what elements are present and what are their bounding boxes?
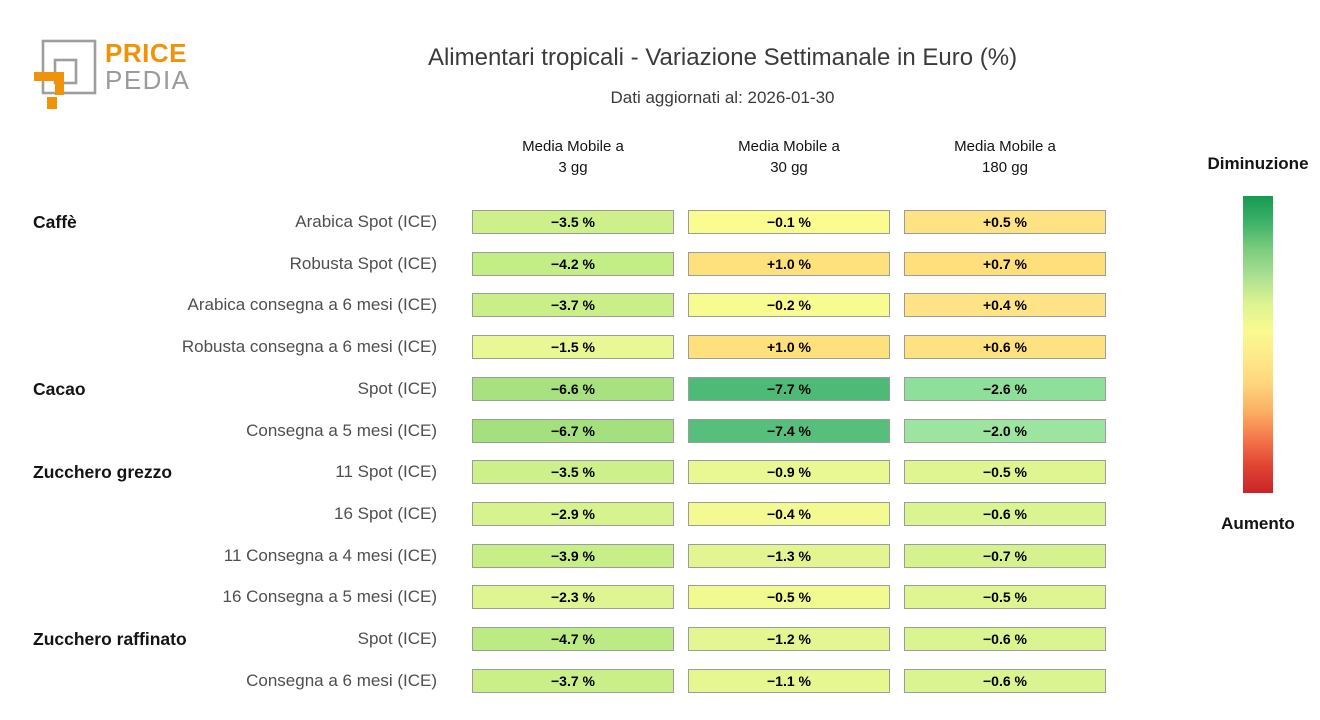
heatmap-cell: +0.5 % xyxy=(904,210,1106,234)
heatmap-cell: −7.7 % xyxy=(688,377,890,401)
table-row: Zucchero grezzo 11 Spot (ICE) −3.5 % −0.9 %… xyxy=(0,460,1320,484)
row-label: Arabica Spot (ICE) xyxy=(295,212,437,231)
row-label: Robusta consegna a 6 mesi (ICE) xyxy=(181,337,437,356)
table-row: Robusta consegna a 6 mesi (ICE) −1.5 % +1.… xyxy=(0,335,1320,359)
row-label: Consegna a 5 mesi (ICE) xyxy=(246,421,437,440)
heatmap-cell: −0.5 % xyxy=(904,460,1106,484)
heatmap-cell: −1.2 % xyxy=(688,627,890,651)
page-subtitle: Dati aggiornati al: 2026-01-30 xyxy=(610,88,835,107)
logo-price-label: PRICE xyxy=(105,38,187,68)
heatmap-cell: −1.1 % xyxy=(688,669,890,693)
heatmap-cell: −0.1 % xyxy=(688,210,890,234)
heatmap-cell: +0.4 % xyxy=(904,293,1106,317)
column-header-line1: Media Mobile a xyxy=(738,138,840,155)
table-row: 11 Consegna a 4 mesi (ICE) −3.9 % −1.3 % −0… xyxy=(0,544,1320,568)
column-header-line1: Media Mobile a xyxy=(954,138,1056,155)
heatmap-cell: −4.7 % xyxy=(472,627,674,651)
heatmap-cell: −7.4 % xyxy=(688,419,890,443)
row-group-label: Zucchero grezzo xyxy=(33,462,173,482)
row-group-label: Caffè xyxy=(33,212,77,232)
heatmap-cell: −1.3 % xyxy=(688,544,890,568)
heatmap-cell: −6.6 % xyxy=(472,377,674,401)
table-row: Zucchero raffinato Spot (ICE) −4.7 % −1.2 %… xyxy=(0,627,1320,651)
table-row: Robusta Spot (ICE) −4.2 % +1.0 % +0.7 % xyxy=(0,252,1320,276)
heatmap-cell: −0.6 % xyxy=(904,502,1106,526)
row-label: Consegna a 6 mesi (ICE) xyxy=(246,671,437,690)
row-group-label: Zucchero raffinato xyxy=(33,629,187,649)
heatmap-cell: +1.0 % xyxy=(688,335,890,359)
heatmap-cell: −0.4 % xyxy=(688,502,890,526)
heatmap-cell: −0.5 % xyxy=(688,585,890,609)
logo-pedia-label: PEDIA xyxy=(105,65,191,95)
row-label: 16 Consegna a 5 mesi (ICE) xyxy=(222,587,438,606)
column-header-line1: Media Mobile a xyxy=(522,138,624,155)
heatmap-cell: −6.7 % xyxy=(472,419,674,443)
heatmap-cell: −3.5 % xyxy=(472,210,674,234)
heatmap-cell: −4.2 % xyxy=(472,252,674,276)
heatmap-cell: −3.7 % xyxy=(472,293,674,317)
heatmap-cell: −2.0 % xyxy=(904,419,1106,443)
heatmap-cell: −2.9 % xyxy=(472,502,674,526)
table-row: 16 Spot (ICE) −2.9 % −0.4 % −0.6 % xyxy=(0,502,1320,526)
row-label: 16 Spot (ICE) xyxy=(334,504,437,523)
column-header-line2: 30 gg xyxy=(770,159,808,176)
heatmap-cell: −0.2 % xyxy=(688,293,890,317)
pricepedia-logo-text: PRICE PEDIA xyxy=(105,40,191,94)
table-row: Consegna a 5 mesi (ICE) −6.7 % −7.4 % −2.0 … xyxy=(0,419,1320,443)
legend-decrease-label: Diminuzione xyxy=(1207,154,1309,173)
heatmap-cell: −0.7 % xyxy=(904,544,1106,568)
table-row: Consegna a 6 mesi (ICE) −3.7 % −1.1 % −0.6 … xyxy=(0,669,1320,693)
heatmap-cell: −0.9 % xyxy=(688,460,890,484)
heatmap-cell: −2.3 % xyxy=(472,585,674,609)
pricepedia-logo: PRICE PEDIA xyxy=(33,30,191,110)
row-label: Spot (ICE) xyxy=(357,629,437,648)
row-label: Spot (ICE) xyxy=(357,379,437,398)
heatmap-cell: +0.6 % xyxy=(904,335,1106,359)
column-header: Media Mobile a 180 gg xyxy=(904,136,1106,178)
table-row: Arabica consegna a 6 mesi (ICE) −3.7 % −0.… xyxy=(0,293,1320,317)
legend-increase-label: Aumento xyxy=(1221,514,1295,533)
row-group-label: Cacao xyxy=(33,379,86,399)
heatmap-cell: −3.9 % xyxy=(472,544,674,568)
row-label: Robusta Spot (ICE) xyxy=(289,254,437,273)
heatmap-cell: −1.5 % xyxy=(472,335,674,359)
legend-colorbar xyxy=(1243,196,1273,493)
heatmap-cell: −2.6 % xyxy=(904,377,1106,401)
pricepedia-logo-icon xyxy=(34,39,97,109)
column-header-line2: 3 gg xyxy=(558,159,588,176)
heatmap-cell: −0.6 % xyxy=(904,669,1106,693)
table-row: Cacao Spot (ICE) −6.6 % −7.7 % −2.6 % xyxy=(0,377,1320,401)
heatmap-cell: −0.5 % xyxy=(904,585,1106,609)
table-row: Caffè Arabica Spot (ICE) −3.5 % −0.1 % +0.5 … xyxy=(0,210,1320,234)
column-header: Media Mobile a 3 gg xyxy=(472,136,674,178)
row-label: 11 Consegna a 4 mesi (ICE) xyxy=(223,546,437,565)
column-header: Media Mobile a 30 gg xyxy=(688,136,890,178)
heatmap-cell: +1.0 % xyxy=(688,252,890,276)
heatmap-cell: −0.6 % xyxy=(904,627,1106,651)
heatmap-cell: −3.5 % xyxy=(472,460,674,484)
page-title: Alimentari tropicali - Variazione Settim… xyxy=(427,44,1018,71)
row-label: Arabica consegna a 6 mesi (ICE) xyxy=(187,295,437,314)
heatmap-cell: −3.7 % xyxy=(472,669,674,693)
column-header-line2: 180 gg xyxy=(982,159,1028,176)
heatmap-cell: +0.7 % xyxy=(904,252,1106,276)
table-row: 16 Consegna a 5 mesi (ICE) −2.3 % −0.5 % −0… xyxy=(0,585,1320,609)
row-label: 11 Spot (ICE) xyxy=(335,462,437,481)
